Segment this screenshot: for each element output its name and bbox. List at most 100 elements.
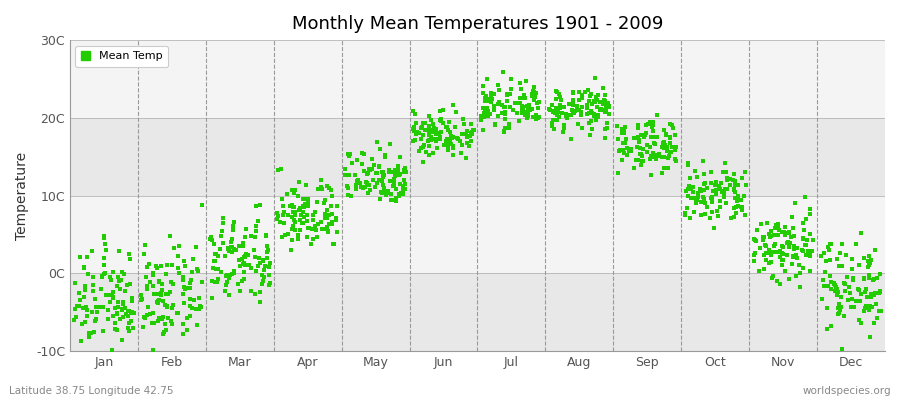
Point bbox=[583, 108, 598, 114]
Point bbox=[176, 258, 191, 265]
Point bbox=[638, 132, 652, 138]
Point bbox=[300, 218, 314, 224]
Point bbox=[314, 219, 328, 226]
Point bbox=[519, 102, 534, 109]
Point bbox=[236, 261, 250, 268]
Point bbox=[446, 143, 460, 149]
Point bbox=[238, 254, 253, 260]
Point bbox=[256, 278, 270, 284]
Point bbox=[766, 273, 780, 279]
Point bbox=[439, 138, 454, 144]
Point bbox=[549, 88, 563, 95]
Point bbox=[244, 233, 258, 239]
Point bbox=[750, 227, 764, 233]
Point bbox=[181, 285, 195, 292]
Point bbox=[510, 100, 525, 106]
Point bbox=[550, 117, 564, 123]
Point bbox=[689, 200, 704, 207]
Point bbox=[824, 279, 839, 286]
Point bbox=[262, 272, 276, 278]
Point bbox=[768, 224, 782, 231]
Point bbox=[685, 189, 699, 195]
Text: worldspecies.org: worldspecies.org bbox=[803, 386, 891, 396]
Point bbox=[484, 90, 499, 96]
Point bbox=[720, 186, 734, 193]
Point bbox=[349, 182, 364, 188]
Point bbox=[127, 310, 141, 316]
Point bbox=[498, 104, 512, 110]
Point bbox=[523, 107, 537, 113]
Point bbox=[476, 90, 491, 96]
Point bbox=[775, 256, 789, 263]
Point bbox=[237, 276, 251, 282]
Point bbox=[296, 203, 310, 209]
Point bbox=[531, 105, 545, 112]
Point bbox=[518, 112, 532, 118]
Point bbox=[207, 258, 221, 264]
Point bbox=[446, 134, 460, 140]
Point bbox=[730, 198, 744, 204]
Point bbox=[797, 194, 812, 200]
Point bbox=[237, 254, 251, 260]
Point bbox=[850, 298, 864, 305]
Point bbox=[212, 246, 227, 252]
Point bbox=[115, 306, 130, 312]
Point bbox=[484, 92, 499, 98]
Point bbox=[772, 280, 787, 287]
Point bbox=[244, 265, 258, 272]
Point bbox=[122, 308, 136, 314]
Point bbox=[518, 78, 533, 84]
Point bbox=[521, 109, 535, 115]
Point bbox=[849, 298, 863, 304]
Point bbox=[756, 237, 770, 244]
Point bbox=[565, 102, 580, 108]
Point bbox=[689, 196, 704, 202]
Point bbox=[325, 219, 339, 225]
Point bbox=[253, 260, 267, 266]
Point bbox=[216, 240, 230, 246]
Point bbox=[205, 237, 220, 243]
Title: Monthly Mean Temperatures 1901 - 2009: Monthly Mean Temperatures 1901 - 2009 bbox=[292, 15, 663, 33]
Point bbox=[397, 169, 411, 176]
Point bbox=[409, 131, 423, 137]
Point bbox=[176, 320, 190, 327]
Point bbox=[114, 337, 129, 343]
Point bbox=[731, 194, 745, 201]
Point bbox=[253, 202, 267, 208]
Point bbox=[251, 218, 266, 224]
Point bbox=[771, 222, 786, 229]
Point bbox=[363, 167, 377, 173]
Point bbox=[365, 156, 380, 162]
Point bbox=[788, 200, 802, 206]
Point bbox=[830, 286, 844, 292]
Point bbox=[292, 232, 306, 238]
Point bbox=[663, 149, 678, 155]
Point bbox=[424, 134, 438, 141]
Point bbox=[680, 162, 695, 168]
Point bbox=[610, 170, 625, 176]
Point bbox=[422, 122, 436, 129]
Point bbox=[598, 98, 612, 104]
Point bbox=[657, 154, 671, 160]
Point bbox=[379, 192, 393, 198]
Point bbox=[446, 145, 461, 151]
Point bbox=[546, 126, 561, 132]
Point bbox=[546, 108, 561, 115]
Point bbox=[764, 252, 778, 258]
Point bbox=[144, 320, 158, 326]
Point bbox=[287, 187, 302, 193]
Point bbox=[113, 286, 128, 292]
Point bbox=[495, 110, 509, 116]
Point bbox=[383, 196, 398, 203]
Point bbox=[424, 117, 438, 123]
Point bbox=[299, 196, 313, 202]
Point bbox=[310, 186, 325, 192]
Point bbox=[656, 138, 670, 145]
Point bbox=[122, 251, 136, 258]
Point bbox=[704, 194, 718, 201]
Point bbox=[284, 246, 298, 253]
Point bbox=[318, 215, 332, 221]
Point bbox=[274, 166, 288, 173]
Point bbox=[772, 248, 787, 254]
Point bbox=[320, 215, 334, 221]
